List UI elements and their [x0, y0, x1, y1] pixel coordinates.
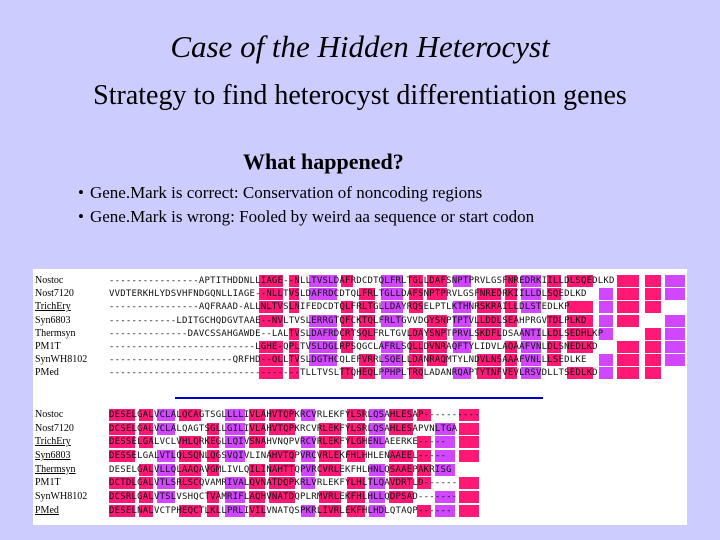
- alignment-row: Nostoc DESELGALVCLALQCAGTSGLLLLIVLAHVTQP…: [33, 409, 687, 423]
- alignment-row: Syn6803 DESSELGALVTLQLSQNLQGSVQIVLINAHVT…: [33, 450, 687, 464]
- alignment-row: Nost7120 VVDTERKHLYDSVHFNDGQNLLIAGE--NLL…: [33, 288, 687, 301]
- alignment-row: Nost7120 DCSELGALVCLALQAGTSGLLGILIVLAHVT…: [33, 422, 687, 437]
- sequence-name: Nost7120: [35, 288, 74, 300]
- bullet-item: Gene.Mark is wrong: Fooled by weird aa s…: [78, 205, 534, 229]
- sequence-residues: --------------DAVCSSAHGAWDE--LALTVSLDAFR…: [109, 328, 604, 339]
- alignment-block-1: Nostoc ----------------APTITHDDNLLIAGE--…: [33, 275, 687, 381]
- sequence-residues: DESELNALVCTPHEQCTLKLLPRLIVILVNATQSPKRLIV…: [109, 505, 452, 516]
- alignment-row: PMed DESELNALVCTPHEQCTLKLLPRLIVILVNATQSP…: [33, 504, 687, 519]
- bullet-item: Gene.Mark is correct: Conservation of no…: [78, 181, 534, 205]
- slide-subtitle: Strategy to find heterocyst differentiat…: [93, 80, 627, 111]
- sequence-residues: DESSELGALVTLQLSQNLQGSVQIVLINAHVTQPVRCVRL…: [109, 451, 447, 462]
- sequence-name: Syn6803: [35, 314, 71, 326]
- sequence-name: SynWH8102: [35, 354, 88, 366]
- sequence-residues: ----------------APTITHDDNLLIAGE--NLLTVSL…: [109, 276, 615, 286]
- sequence-residues: DESELGALVLLQLAAQAVGMLIVLQILINAHTTQPVRCVR…: [109, 464, 452, 475]
- sequence-name: Nost7120: [35, 422, 74, 434]
- sequence-name: TrichEry: [35, 436, 71, 448]
- alignment-row: PMed ----------------------------------T…: [33, 367, 687, 380]
- alignment-row: PM1T DCTDLGALVTLSRLSCQVAMRIVALQVNATDQPKR…: [33, 477, 687, 491]
- sequence-alignment-figure: Nostoc ----------------APTITHDDNLLIAGE--…: [33, 269, 687, 525]
- sequence-name: SynWH8102: [35, 491, 88, 503]
- sequence-residues: ----------------------QRFHD--QLLTVSLDGTH…: [109, 355, 587, 366]
- sequence-residues: DESELGALVCLALQCAGTSGLLLLIVLAHVTQPKRCVRLE…: [109, 410, 480, 420]
- alignment-row: PM1T --------------------------LGHE-QPLT…: [33, 340, 687, 354]
- sequence-name: PM1T: [35, 477, 61, 489]
- alignment-row: Thermsyn --------------DAVCSSAHGAWDE--LA…: [33, 327, 687, 341]
- alignment-row: Syn6803 ------------LDITGCHQDGVTAAE--NVL…: [33, 314, 687, 328]
- sequence-name: TrichEry: [35, 301, 71, 313]
- sequence-residues: --------------------------LGHE-QPLTVSLDG…: [109, 341, 598, 352]
- sequence-residues: ----------------AQFRAAD-ALLNLTVSLNIFEDCD…: [109, 302, 570, 313]
- alignment-block-2: Nostoc DESELGALVCLALQCAGTSGLLLLIVLAHVTQP…: [33, 409, 687, 519]
- sequence-name: Thermsyn: [35, 327, 76, 339]
- sequence-name: PM1T: [35, 340, 61, 352]
- sequence-residues: ----------------------------------TLLTVS…: [109, 368, 598, 379]
- sequence-residues: DCSELGALVCLALQAGTSGLLGILIVLAHVTQPKRCVRLE…: [109, 423, 458, 434]
- sequence-name: Thermsyn: [35, 463, 76, 475]
- bullet-list: Gene.Mark is correct: Conservation of no…: [78, 181, 534, 229]
- sequence-residues: DCSRLGALVTSLVSHQCTVAMRIFLAQHVNATDQPLRMVR…: [109, 492, 458, 503]
- sequence-name: Syn6803: [35, 450, 71, 462]
- alignment-row: SynWH8102 DCSRLGALVTSLVSHQCTVAMRIFLAQHVN…: [33, 491, 687, 505]
- sequence-name: PMed: [35, 367, 59, 379]
- alignment-row: Thermsyn DESELGALVLLQLAAQAVGMLIVLQILINAH…: [33, 463, 687, 478]
- sequence-residues: VVDTERKHLYDSVHFNDGQNLLIAGE--NLLTVSLDAFRD…: [109, 289, 587, 300]
- alignment-divider: [175, 397, 543, 399]
- alignment-row: TrichEry DESSELGALVCLVHLQRKEGLLQIVSNAHVN…: [33, 436, 687, 450]
- sequence-name: Nostoc: [35, 409, 64, 420]
- sequence-name: PMed: [35, 504, 59, 516]
- sequence-residues: ------------LDITGCHQDGVTAAE--NVLTVSLERRG…: [109, 315, 587, 326]
- alignment-row: TrichEry ----------------AQFRAAD-ALLNLTV…: [33, 301, 687, 314]
- section-heading: What happened?: [243, 149, 404, 174]
- sequence-name: Nostoc: [35, 275, 64, 286]
- sequence-residues: DCTDLGALVTLSRLSCQVAMRIVALQVNATDQPKRLVRLE…: [109, 478, 458, 489]
- alignment-row: Nostoc ----------------APTITHDDNLLIAGE--…: [33, 275, 687, 288]
- sequence-residues: DESSELGALVCLVHLQRKEGLLQIVSNAHVNQPVRCVRLE…: [109, 437, 447, 448]
- slide-title: Case of the Hidden Heterocyst: [170, 29, 550, 64]
- alignment-row: SynWH8102 ----------------------QRFHD--Q…: [33, 354, 687, 367]
